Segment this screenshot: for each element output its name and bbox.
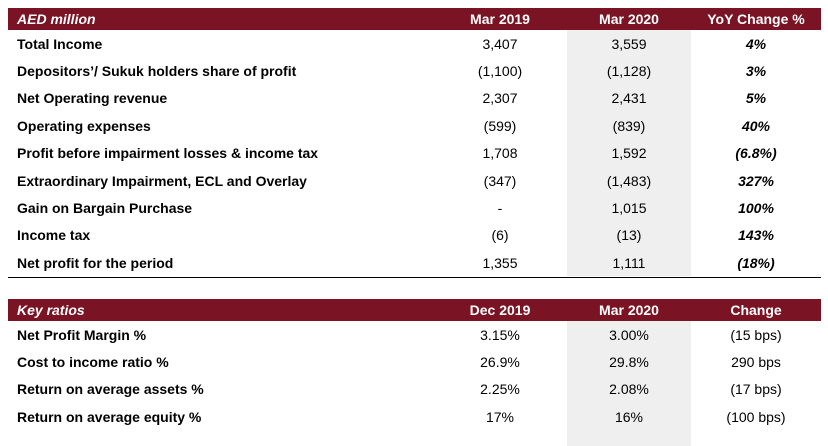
income-table: AED million Mar 2019 Mar 2020 YoY Change…	[8, 8, 821, 278]
cell: 40%	[741, 117, 771, 134]
table-row: Net Profit Margin % 3.15% 3.00% (15 bps)	[8, 321, 821, 348]
cell: 327%	[738, 172, 774, 189]
cell: (100 bps)	[726, 408, 786, 425]
cell: 3,559	[611, 35, 647, 52]
highlight-column	[567, 321, 691, 446]
row-label: Operating expenses	[17, 117, 151, 134]
cell: 100%	[738, 200, 774, 217]
table-row: Gain on Bargain Purchase - 1,015 100%	[8, 194, 821, 221]
cell: 5%	[745, 90, 767, 107]
header-col-1: Dec 2019	[469, 302, 531, 318]
cell: 1,592	[611, 145, 647, 162]
cell: 1,355	[482, 254, 518, 271]
cell: 2.25%	[480, 381, 520, 398]
income-table-header: AED million Mar 2019 Mar 2020 YoY Change…	[8, 8, 821, 30]
cell: 2.08%	[609, 381, 649, 398]
ratios-table: Key ratios Dec 2019 Mar 2020 Change Net …	[8, 299, 821, 446]
header-label: Key ratios	[17, 302, 85, 318]
cell: (1,128)	[606, 63, 652, 80]
header-col-2: Mar 2020	[599, 11, 659, 27]
row-label: Net Profit Margin %	[17, 326, 147, 343]
row-label: Profit before impairment losses & income…	[17, 145, 319, 162]
cell: (17 bps)	[730, 381, 782, 398]
row-label: Gain on Bargain Purchase	[17, 200, 193, 217]
cell: 3.00%	[609, 326, 649, 343]
row-label: Total Income	[17, 35, 103, 52]
cell: 16%	[614, 408, 644, 425]
cell: (6.8%)	[735, 145, 777, 162]
row-label: Extraordinary Impairment, ECL and Overla…	[17, 172, 307, 189]
ratios-table-header: Key ratios Dec 2019 Mar 2020 Change	[8, 299, 821, 321]
cell: (6)	[491, 227, 509, 244]
row-label: Net Operating revenue	[17, 90, 168, 107]
cell: (347)	[483, 172, 517, 189]
row-label: Return on average assets %	[17, 381, 204, 398]
table-row: Cost to income ratio % 26.9% 29.8% 290 bps	[8, 348, 821, 375]
table-row: Depositors’/ Sukuk holders share of prof…	[8, 57, 821, 84]
table-row: Net Operating revenue 2,307 2,431 5%	[8, 85, 821, 112]
table-bottom-rule	[8, 277, 821, 278]
header-col-2: Mar 2020	[599, 302, 659, 318]
row-label: Depositors’/ Sukuk holders share of prof…	[17, 63, 297, 80]
cell: 17%	[485, 408, 515, 425]
table-row: Net profit for the period 1,355 1,111 (18%)	[8, 249, 821, 276]
cell: 3,407	[482, 35, 518, 52]
header-col-3: Change	[730, 302, 782, 318]
cell: 290 bps	[731, 354, 781, 371]
cell: (839)	[612, 117, 646, 134]
table-row: Return on average equity % 17% 16% (100 bps…	[8, 403, 821, 430]
highlight-column	[567, 30, 691, 276]
cell: (15 bps)	[730, 326, 782, 343]
row-label: Return on average equity %	[17, 408, 202, 425]
cell: 3%	[745, 63, 767, 80]
cell: (599)	[483, 117, 517, 134]
cell: 1,015	[611, 200, 647, 217]
cell: 26.9%	[480, 354, 520, 371]
row-label: Net profit for the period	[17, 254, 174, 271]
row-label: Income tax	[17, 227, 91, 244]
cell: (1,100)	[477, 63, 523, 80]
table-row: Profit before impairment losses & income…	[8, 140, 821, 167]
header-label: AED million	[17, 11, 96, 27]
cell: 1,708	[482, 145, 518, 162]
header-col-1: Mar 2019	[470, 11, 530, 27]
table-row: Return on average assets % 2.25% 2.08% (17 …	[8, 376, 821, 403]
cell: (13)	[616, 227, 642, 244]
cell: 29.8%	[609, 354, 649, 371]
cell: 2,307	[482, 90, 518, 107]
cell: 3.15%	[480, 326, 520, 343]
cell: (1,483)	[606, 172, 652, 189]
cell: 2,431	[611, 90, 647, 107]
table-row: Income tax (6) (13) 143%	[8, 222, 821, 249]
cell: 143%	[738, 227, 774, 244]
table-row: Operating expenses (599) (839) 40%	[8, 112, 821, 139]
row-label: Cost to income ratio %	[17, 354, 169, 371]
cell: 4%	[745, 35, 767, 52]
cell: -	[497, 200, 503, 217]
header-col-3: YoY Change %	[707, 11, 805, 27]
table-row: Extraordinary Impairment, ECL and Overla…	[8, 167, 821, 194]
cell: (18%)	[737, 254, 775, 271]
table-row: Total Income 3,407 3,559 4%	[8, 30, 821, 57]
cell: 1,111	[612, 254, 646, 271]
